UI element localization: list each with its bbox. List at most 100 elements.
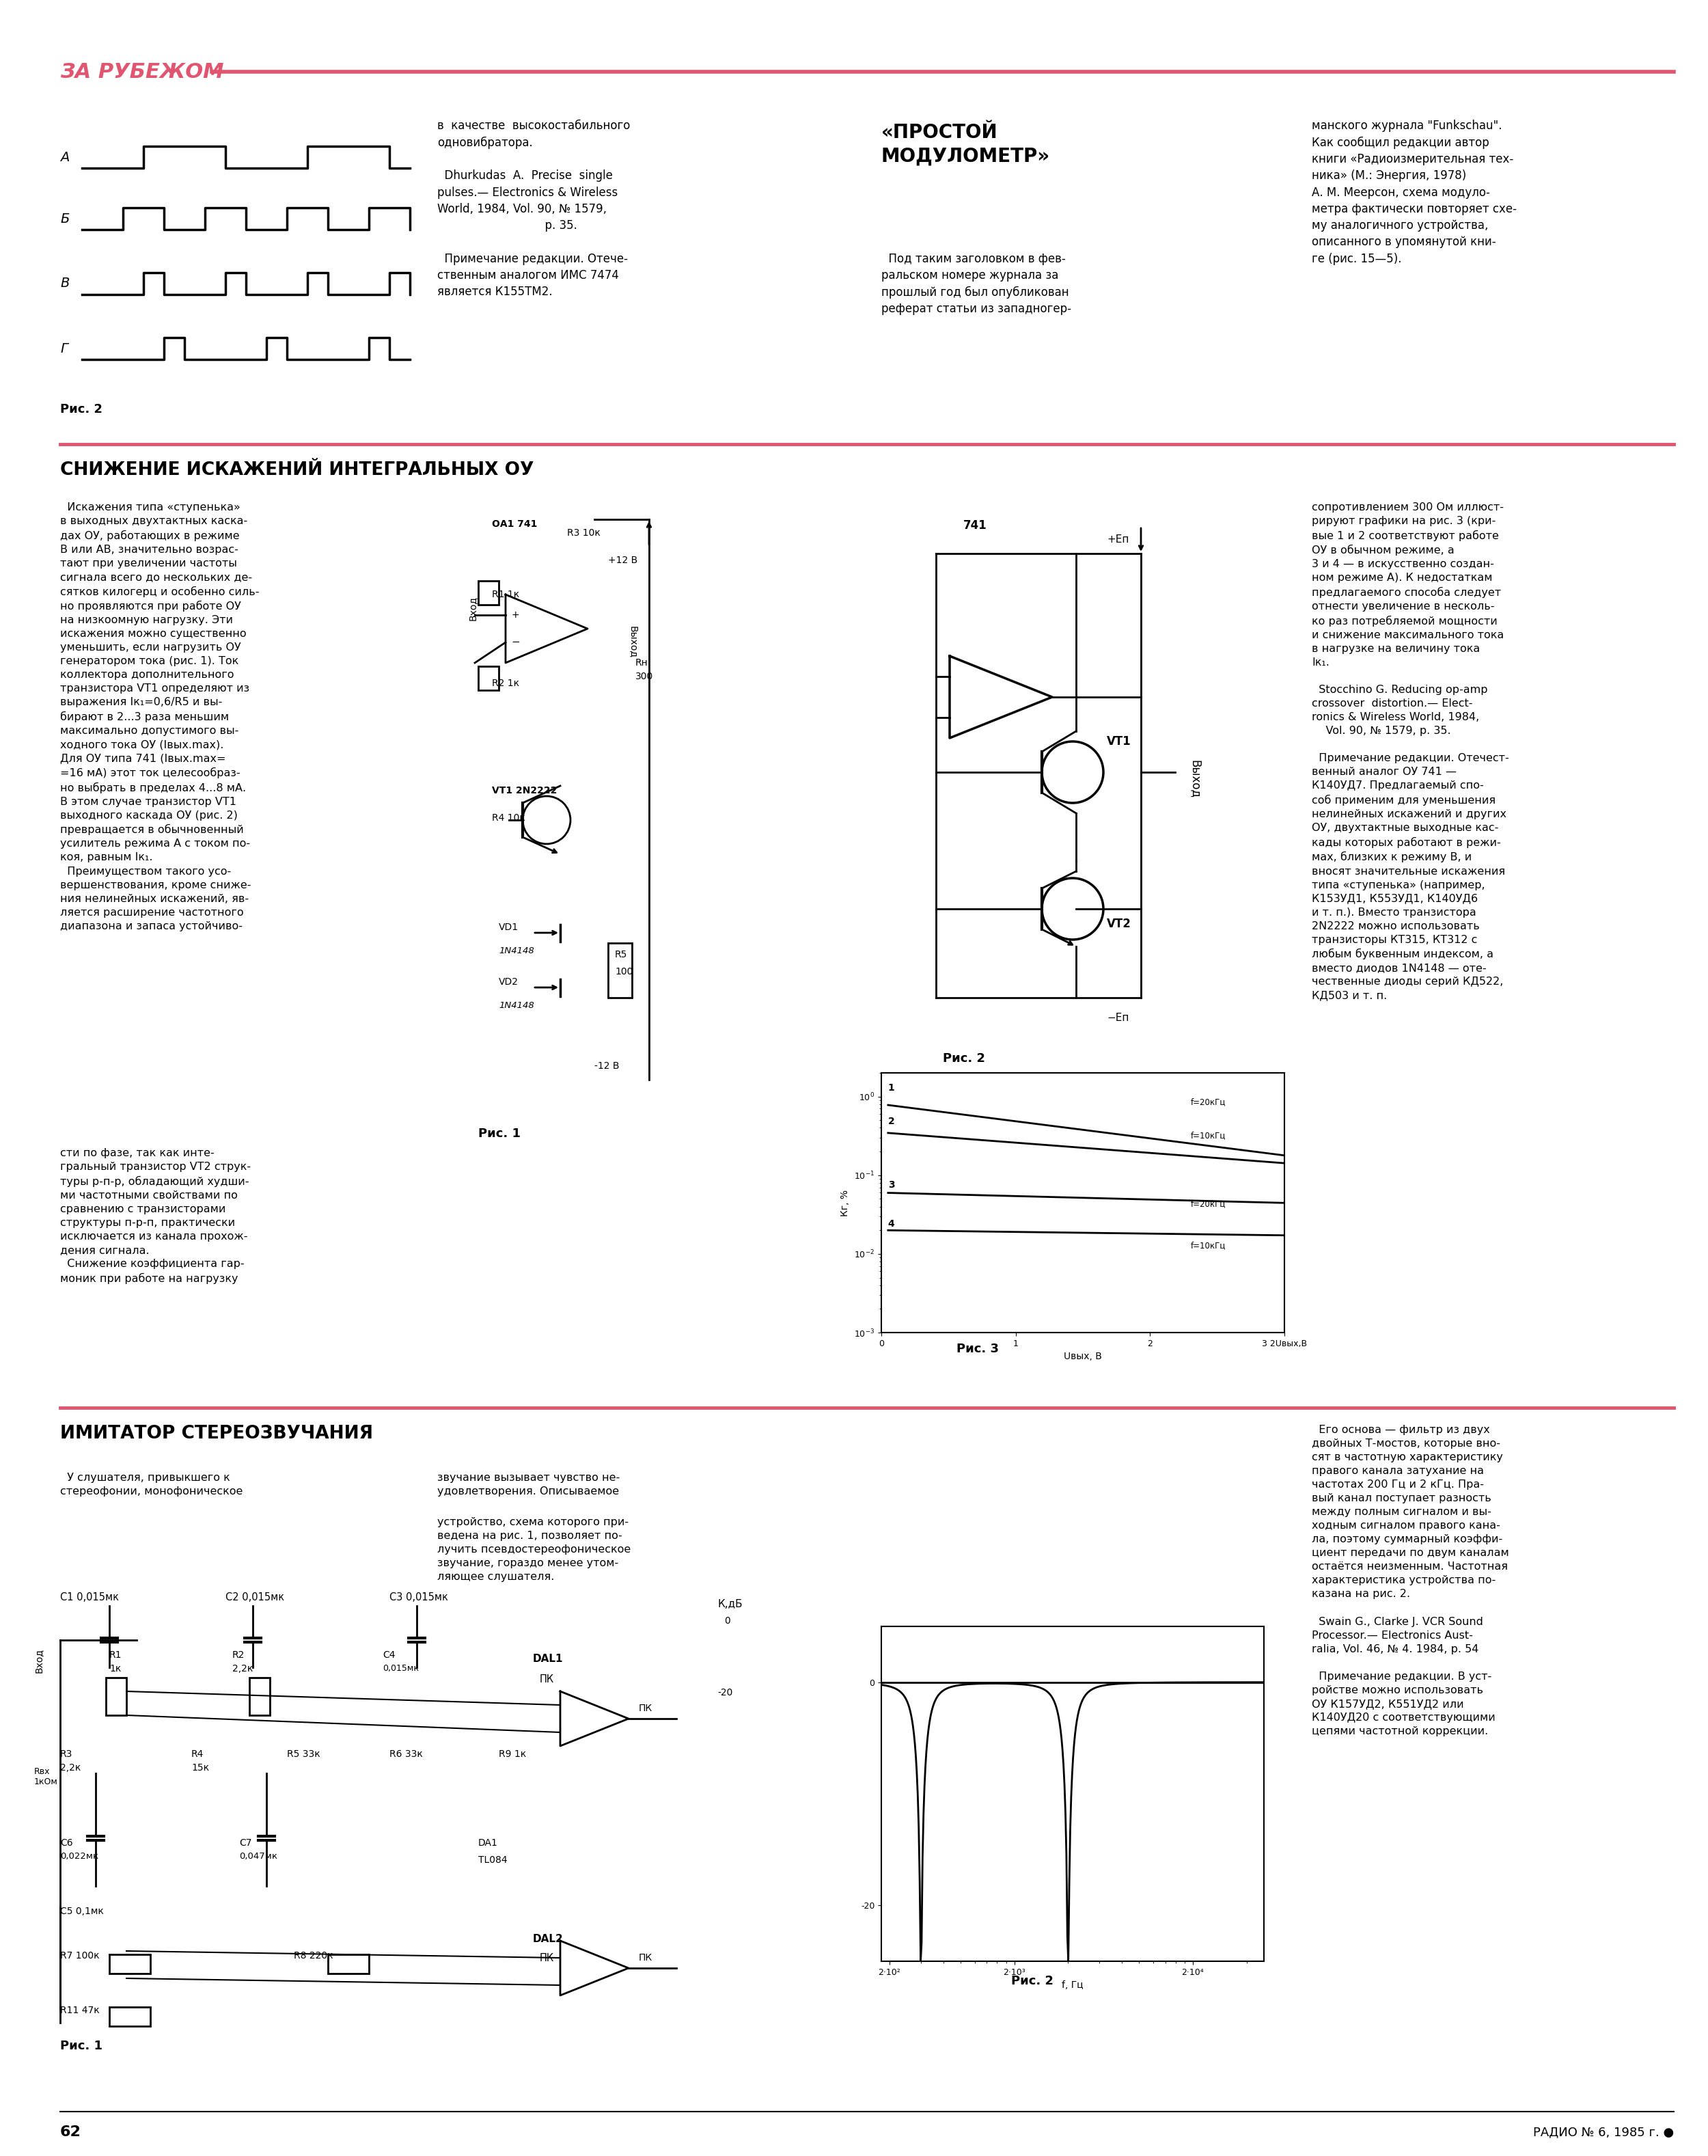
Bar: [106, 1677, 126, 1716]
Text: РАДИО № 6, 1985 г. ●: РАДИО № 6, 1985 г. ●: [1534, 2126, 1674, 2139]
Text: ПК: ПК: [540, 1953, 553, 1964]
Text: Выход: Выход: [629, 625, 639, 658]
Text: R5: R5: [615, 951, 627, 959]
Text: 15к: 15к: [191, 1764, 208, 1772]
X-axis label: f, Гц: f, Гц: [1062, 1981, 1083, 1990]
Text: сопротивлением 300 Ом иллюст-
рируют графики на рис. 3 (кри-
вые 1 и 2 соответст: сопротивлением 300 Ом иллюст- рируют гра…: [1312, 502, 1510, 1000]
Text: R3 10к: R3 10к: [567, 528, 601, 537]
Text: R5 33к: R5 33к: [287, 1749, 321, 1759]
Text: VT1 2N2222: VT1 2N2222: [492, 787, 557, 796]
Text: DA1: DA1: [478, 1839, 499, 1848]
Text: Г: Г: [60, 343, 68, 356]
Text: Рис. 3: Рис. 3: [956, 1343, 999, 1356]
Text: Вход: Вход: [468, 595, 478, 621]
Text: VT1: VT1: [1107, 735, 1131, 748]
Text: R4 10к: R4 10к: [492, 813, 526, 824]
Text: f=20кГц: f=20кГц: [1190, 1199, 1225, 1210]
Text: -20: -20: [717, 1688, 733, 1697]
Text: 0,047мк: 0,047мк: [239, 1852, 277, 1861]
Bar: [109, 2007, 150, 2027]
Text: ПК: ПК: [639, 1953, 652, 1962]
Text: в  качестве  высокостабильного
одновибратора.

  Dhurkudas  A.  Precise  single
: в качестве высокостабильного одновибрато…: [437, 119, 630, 298]
Text: R11 47к: R11 47к: [60, 2005, 99, 2016]
Text: R3: R3: [60, 1749, 73, 1759]
Text: TL084: TL084: [478, 1856, 507, 1865]
Bar: [328, 1953, 369, 1973]
Text: R2 1к: R2 1к: [492, 679, 519, 688]
Text: R4: R4: [191, 1749, 203, 1759]
Text: сти по фазе, так как инте-
гральный транзистор VT2 струк-
туры р-п-р, обладающий: сти по фазе, так как инте- гральный тран…: [60, 1147, 251, 1283]
Y-axis label: Кг, %: Кг, %: [840, 1190, 851, 1216]
Text: C1 0,015мк: C1 0,015мк: [60, 1593, 120, 1602]
Text: VT2: VT2: [1107, 918, 1131, 929]
Text: VD2: VD2: [499, 977, 519, 987]
Text: Rвх
1кОм: Rвх 1кОм: [34, 1768, 58, 1787]
Text: Вход: Вход: [34, 1649, 44, 1673]
Text: C7: C7: [239, 1839, 251, 1848]
Text: VD1: VD1: [499, 923, 519, 931]
Text: Рис. 2: Рис. 2: [943, 1052, 986, 1065]
Bar: [109, 1953, 150, 1973]
Text: «ПРОСТОЙ
МОДУЛОМЕТР»: «ПРОСТОЙ МОДУЛОМЕТР»: [881, 123, 1050, 166]
Text: C4: C4: [383, 1649, 395, 1660]
Text: Рис. 1: Рис. 1: [60, 2040, 102, 2053]
Text: 2,2к: 2,2к: [232, 1664, 253, 1673]
Text: ПК: ПК: [540, 1675, 553, 1684]
Text: 1N4148: 1N4148: [499, 1000, 535, 1009]
Text: устройство, схема которого при-
ведена на рис. 1, позволяет по-
лучить псевдосте: устройство, схема которого при- ведена н…: [437, 1518, 630, 1583]
Bar: [249, 1677, 270, 1716]
Text: К,дБ: К,дБ: [717, 1600, 743, 1608]
Text: DAL2: DAL2: [533, 1934, 564, 1945]
Text: 0,015мк: 0,015мк: [383, 1664, 418, 1673]
Text: Б: Б: [60, 211, 70, 224]
Text: А: А: [60, 151, 70, 164]
Bar: [478, 580, 499, 606]
Text: 62: 62: [60, 2126, 82, 2139]
Text: R8 220к: R8 220к: [294, 1951, 333, 1960]
Text: R1 1к: R1 1к: [492, 591, 519, 599]
Text: Искажения типа «ступенька»
в выходных двухтактных каска-
дах ОУ, работающих в ре: Искажения типа «ступенька» в выходных дв…: [60, 502, 260, 931]
Text: f=20кГц: f=20кГц: [1190, 1097, 1225, 1106]
Text: 2: 2: [888, 1117, 895, 1125]
Text: манского журнала "Funkschau".
Как сообщил редакции автор
книги «Радиоизмерительн: манского журнала "Funkschau". Как сообщи…: [1312, 119, 1517, 265]
Text: 3: 3: [888, 1179, 895, 1190]
Text: 4: 4: [888, 1220, 895, 1229]
Text: -12 В: -12 В: [594, 1061, 620, 1072]
Text: звучание вызывает чувство не-
удовлетворения. Описываемое: звучание вызывает чувство не- удовлетвор…: [437, 1473, 620, 1496]
Text: C2 0,015мк: C2 0,015мк: [225, 1593, 284, 1602]
Text: 1N4148: 1N4148: [499, 946, 535, 955]
Text: f=10кГц: f=10кГц: [1190, 1132, 1225, 1141]
Text: ПК: ПК: [639, 1703, 652, 1714]
Text: −Eп: −Eп: [1107, 1013, 1129, 1024]
Text: C6: C6: [60, 1839, 73, 1848]
Text: 0: 0: [724, 1617, 731, 1626]
Text: 0,022мк: 0,022мк: [60, 1852, 99, 1861]
Text: −: −: [511, 638, 519, 647]
Text: Под таким заголовком в фев-
ральском номере журнала за
прошлый год был опубликов: Под таким заголовком в фев- ральском ном…: [881, 252, 1071, 315]
X-axis label: Uвых, В: Uвых, В: [1064, 1352, 1102, 1360]
Text: Рис. 2: Рис. 2: [60, 403, 102, 416]
Text: R9 1к: R9 1к: [499, 1749, 526, 1759]
Text: R1: R1: [109, 1649, 121, 1660]
Text: f=10кГц: f=10кГц: [1190, 1242, 1225, 1250]
Text: 300: 300: [635, 673, 652, 681]
Bar: [478, 666, 499, 690]
Text: DAL1: DAL1: [533, 1654, 564, 1664]
Text: 1: 1: [888, 1082, 895, 1093]
Bar: [608, 942, 632, 998]
Text: У слушателя, привыкшего к
стереофонии, монофоническое: У слушателя, привыкшего к стереофонии, м…: [60, 1473, 243, 1496]
Text: +Eп: +Eп: [1107, 535, 1129, 545]
Text: 1к: 1к: [109, 1664, 121, 1673]
Text: 2,2к: 2,2к: [60, 1764, 80, 1772]
Text: В: В: [60, 278, 70, 291]
Text: СНИЖЕНИЕ ИСКАЖЕНИЙ ИНТЕГРАЛЬНЫХ ОУ: СНИЖЕНИЕ ИСКАЖЕНИЙ ИНТЕГРАЛЬНЫХ ОУ: [60, 461, 535, 479]
Text: Его основа — фильтр из двух
двойных Т-мостов, которые вно-
сят в частотную харак: Его основа — фильтр из двух двойных Т-мо…: [1312, 1425, 1510, 1736]
Text: Выход: Выход: [1189, 759, 1201, 798]
Text: ОА1 741: ОА1 741: [492, 520, 538, 528]
Text: +: +: [511, 610, 519, 619]
Text: Rн: Rн: [635, 658, 649, 668]
Text: Рис. 1: Рис. 1: [478, 1128, 521, 1141]
Text: C5 0,1мк: C5 0,1мк: [60, 1906, 104, 1917]
Text: 100: 100: [615, 966, 634, 977]
Text: Рис. 2: Рис. 2: [1011, 1975, 1054, 1988]
